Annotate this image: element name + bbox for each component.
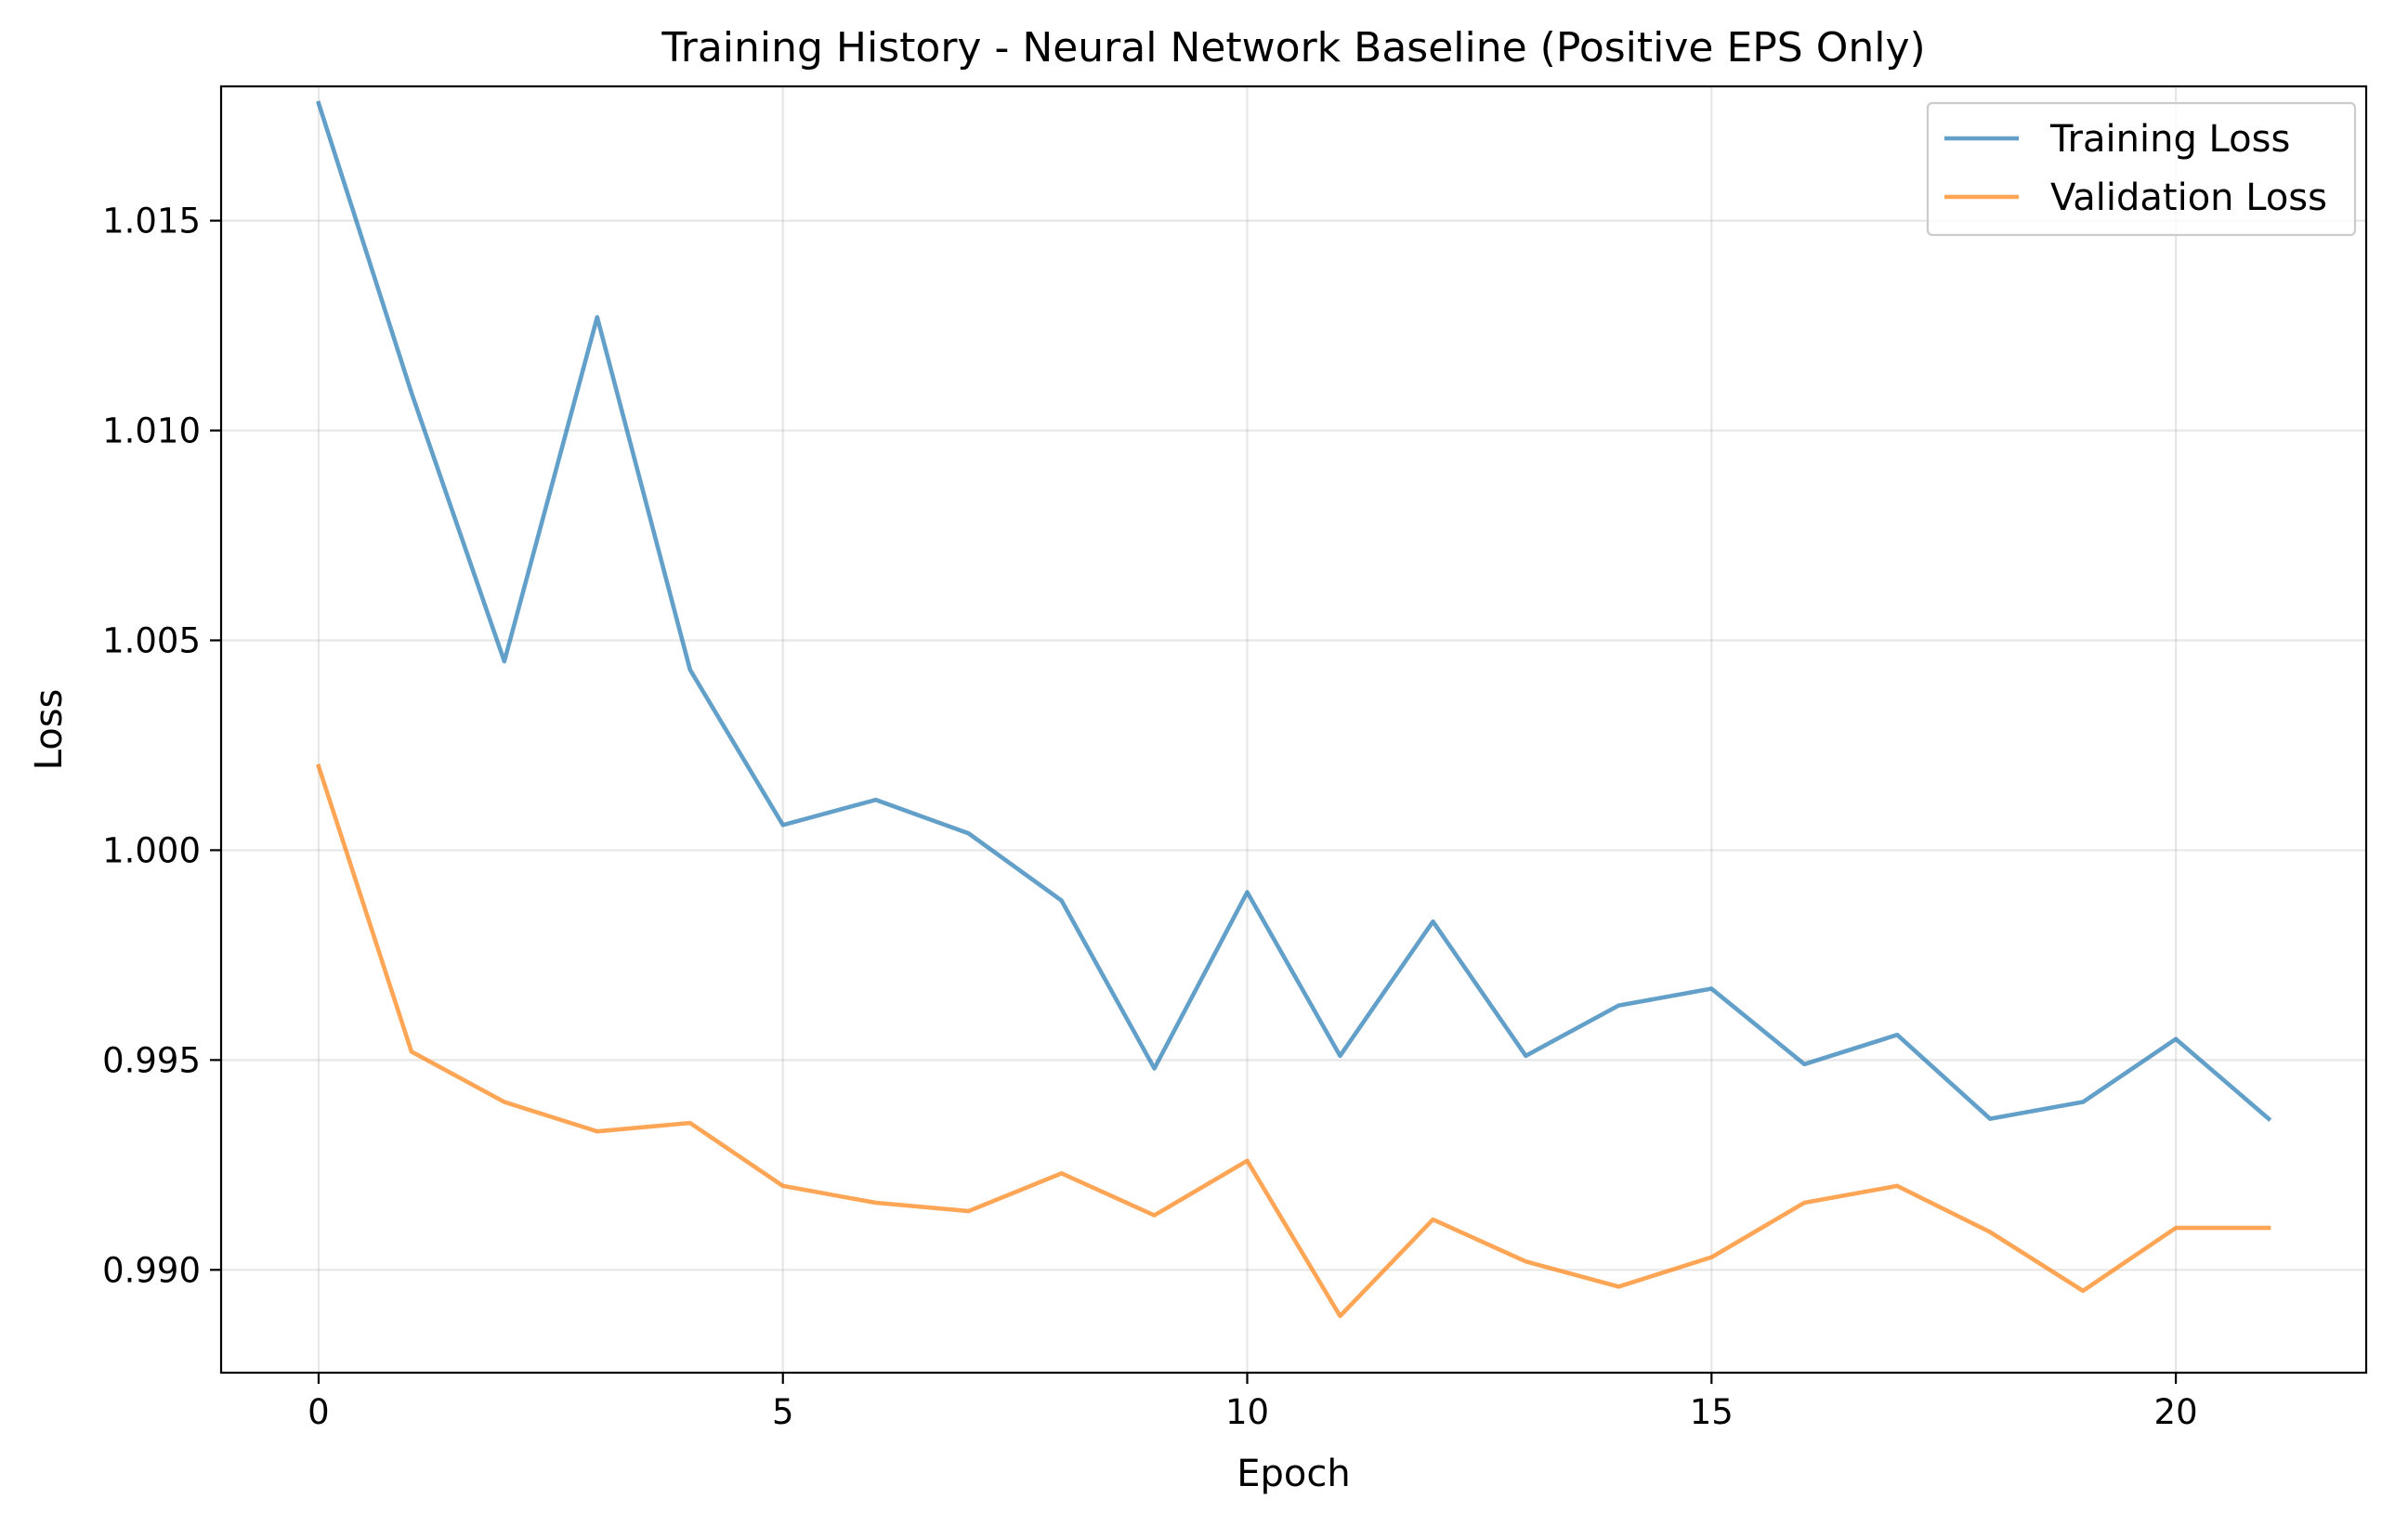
chart-title: Training History - Neural Network Baseli… — [661, 24, 1925, 72]
legend-items: Training Loss Validation Loss — [1944, 118, 2327, 219]
training-loss-line — [316, 100, 2272, 1122]
legend-label-training-loss: Training Loss — [2049, 118, 2290, 161]
validation-loss-line — [316, 763, 2271, 1319]
legend-label-validation-loss: Validation Loss — [2050, 176, 2327, 219]
x-tick-label: 20 — [2154, 1392, 2198, 1432]
x-tick-label: 0 — [308, 1392, 330, 1432]
y-tick-label: 0.995 — [102, 1040, 201, 1080]
legend-box — [1926, 101, 2357, 237]
y-tick-label: 0.990 — [102, 1250, 201, 1290]
y-tick-label: 1.010 — [102, 411, 201, 451]
x-tick-label: 5 — [772, 1392, 794, 1432]
series-lines — [316, 100, 2272, 1319]
x-tick-label: 15 — [1690, 1392, 1734, 1432]
y-tick-label: 1.005 — [102, 620, 201, 660]
y-tick-label: 1.015 — [102, 202, 201, 241]
legend: Training Loss Validation Loss — [1926, 101, 2357, 237]
y-axis-label: Loss — [28, 689, 71, 771]
x-axis-label: Epoch — [1237, 1453, 1350, 1495]
plot-area-frame — [219, 85, 2368, 1375]
x-tick-label: 10 — [1225, 1392, 1269, 1432]
y-tick-label: 1.000 — [102, 830, 201, 870]
axis-ticks: 0 5 10 15 20 0.990 0.995 1.000 1.005 1.010 1.015 — [102, 202, 2198, 1432]
